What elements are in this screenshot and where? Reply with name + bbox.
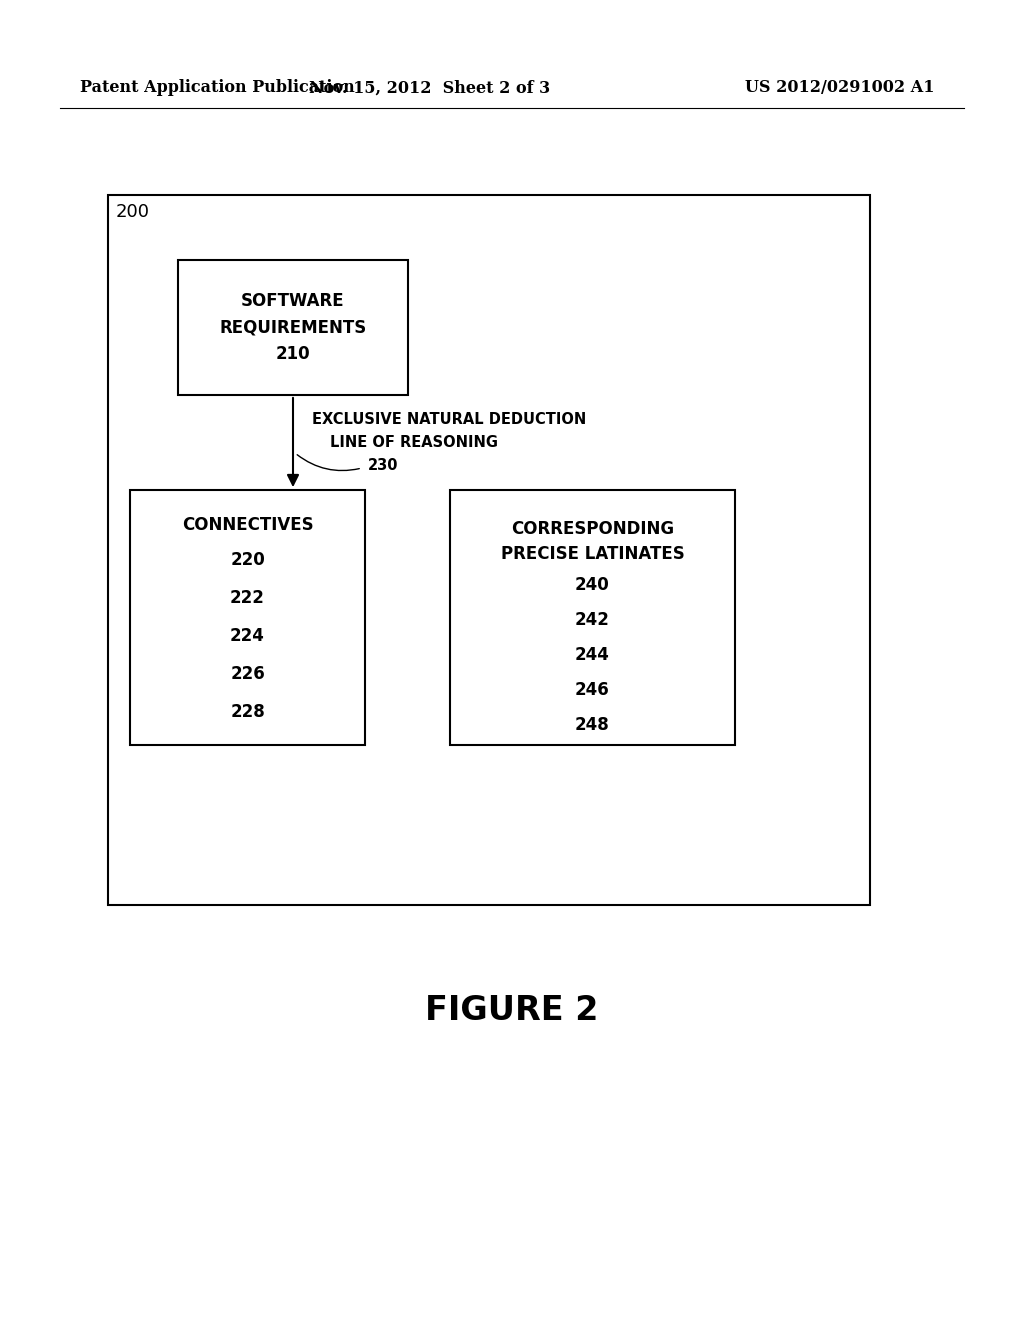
Text: 244: 244 [575,645,610,664]
Text: 248: 248 [575,715,610,734]
Text: 220: 220 [230,550,265,569]
Text: 228: 228 [230,704,265,721]
Bar [108,195,870,906]
Text: 246: 246 [575,681,610,700]
Text: FIGURE 2: FIGURE 2 [425,994,599,1027]
Text: CORRESPONDING
PRECISE LATINATES: CORRESPONDING PRECISE LATINATES [501,520,684,564]
Text: CONNECTIVES: CONNECTIVES [181,516,313,535]
Text: 200: 200 [116,203,150,220]
Bar [450,490,735,744]
Text: 226: 226 [230,665,265,682]
Text: 222: 222 [230,589,265,607]
Text: Nov. 15, 2012  Sheet 2 of 3: Nov. 15, 2012 Sheet 2 of 3 [309,79,551,96]
Text: SOFTWARE
REQUIREMENTS
210: SOFTWARE REQUIREMENTS 210 [219,292,367,363]
Text: 224: 224 [230,627,265,645]
Text: 242: 242 [575,611,610,630]
Text: Patent Application Publication: Patent Application Publication [80,79,354,96]
Text: 240: 240 [575,576,610,594]
Text: LINE OF REASONING: LINE OF REASONING [330,436,498,450]
Text: 230: 230 [368,458,398,473]
Text: US 2012/0291002 A1: US 2012/0291002 A1 [745,79,935,96]
Bar [130,490,365,744]
Text: EXCLUSIVE NATURAL DEDUCTION: EXCLUSIVE NATURAL DEDUCTION [312,412,587,426]
Bar [178,260,408,395]
